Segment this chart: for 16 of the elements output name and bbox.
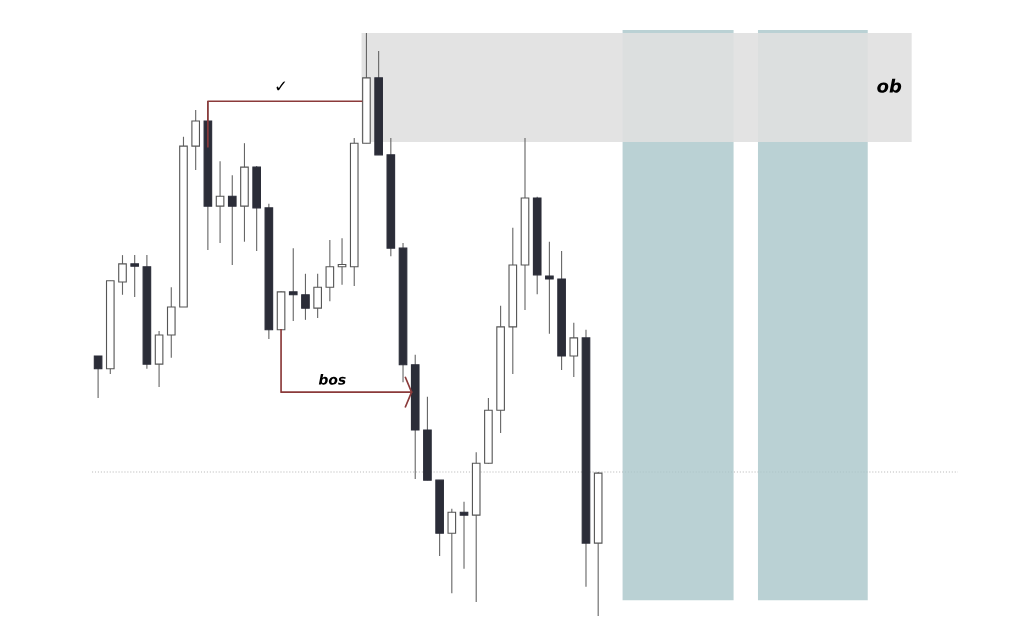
band-label: ob — [877, 78, 902, 93]
candlestick — [447, 508, 457, 594]
candlestick — [93, 355, 103, 399]
candlestick — [569, 322, 579, 378]
candlestick — [130, 254, 140, 298]
candlestick — [313, 273, 322, 319]
candlestick — [459, 501, 469, 570]
annotation: bos — [318, 374, 346, 385]
candlestick — [227, 174, 237, 266]
candlestick — [215, 160, 225, 244]
candlestick — [288, 247, 298, 322]
candlestick — [118, 254, 127, 296]
candlestick — [325, 239, 335, 302]
candlestick — [301, 273, 310, 321]
annotation: ✓ — [276, 81, 286, 91]
candlestick — [545, 241, 554, 335]
